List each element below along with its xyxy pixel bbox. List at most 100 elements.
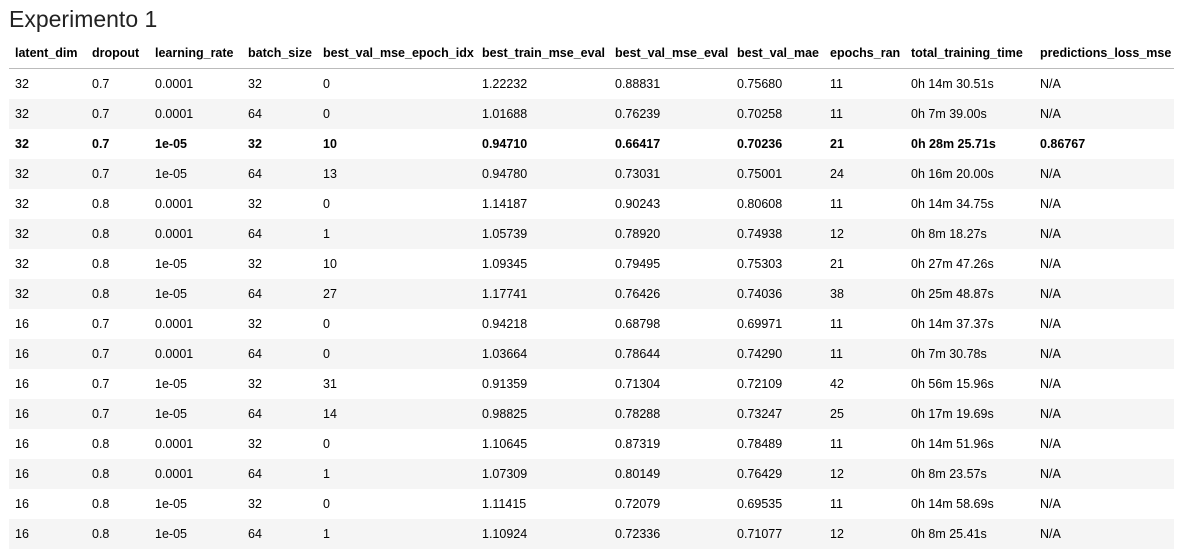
table-cell: 0.7	[86, 399, 149, 429]
table-cell: 0.75303	[731, 249, 824, 279]
table-cell: 0.69535	[731, 489, 824, 519]
table-cell: 16	[9, 339, 86, 369]
table-cell: 32	[242, 129, 317, 159]
column-header: learning_rate	[149, 38, 242, 69]
table-cell: 64	[242, 159, 317, 189]
table-cell: 1e-05	[149, 159, 242, 189]
table-cell: 0.70236	[731, 129, 824, 159]
table-cell: 16	[9, 459, 86, 489]
table-cell: 1.07309	[476, 459, 609, 489]
table-cell: 64	[242, 339, 317, 369]
table-cell: 12	[824, 219, 905, 249]
table-cell: 32	[242, 309, 317, 339]
table-cell: 0.76239	[609, 99, 731, 129]
table-cell: 0.75680	[731, 69, 824, 100]
table-cell: 0h 27m 47.26s	[905, 249, 1034, 279]
table-cell: 0h 8m 23.57s	[905, 459, 1034, 489]
table-cell: 0.7	[86, 69, 149, 100]
table-cell: 32	[9, 279, 86, 309]
table-cell: 0.74290	[731, 339, 824, 369]
table-cell: 0.7	[86, 339, 149, 369]
table-cell: 16	[9, 309, 86, 339]
table-cell: 0.98825	[476, 399, 609, 429]
table-cell: 1.11415	[476, 489, 609, 519]
table-cell: 0.7	[86, 99, 149, 129]
table-cell: 0.0001	[149, 429, 242, 459]
table-cell: N/A	[1034, 69, 1174, 100]
table-cell: 14	[317, 399, 476, 429]
column-header: batch_size	[242, 38, 317, 69]
table-cell: 16	[9, 369, 86, 399]
table-cell: 0.78489	[731, 429, 824, 459]
table-cell: 32	[242, 69, 317, 100]
table-cell: 11	[824, 99, 905, 129]
table-cell: 0.72109	[731, 369, 824, 399]
table-cell: 0.87319	[609, 429, 731, 459]
table-cell: 0.68798	[609, 309, 731, 339]
table-cell: 1e-05	[149, 489, 242, 519]
table-cell: 1.17741	[476, 279, 609, 309]
table-cell: 0	[317, 69, 476, 100]
table-cell: 64	[242, 219, 317, 249]
table-cell: 0.91359	[476, 369, 609, 399]
table-cell: 0.8	[86, 279, 149, 309]
table-cell: 0.8	[86, 429, 149, 459]
table-cell: N/A	[1034, 189, 1174, 219]
table-cell: 27	[317, 279, 476, 309]
table-cell: 16	[9, 489, 86, 519]
table-cell: 0	[317, 99, 476, 129]
table-cell: 38	[824, 279, 905, 309]
table-cell: N/A	[1034, 309, 1174, 339]
table-cell: 0h 16m 20.00s	[905, 159, 1034, 189]
table-cell: 0.94218	[476, 309, 609, 339]
table-cell: 0.7	[86, 309, 149, 339]
table-cell: 11	[824, 429, 905, 459]
table-cell: 1.03664	[476, 339, 609, 369]
table-cell: 0h 14m 37.37s	[905, 309, 1034, 339]
table-cell: N/A	[1034, 459, 1174, 489]
table-cell: 64	[242, 99, 317, 129]
table-cell: 12	[824, 459, 905, 489]
table-cell: N/A	[1034, 339, 1174, 369]
table-cell: 0.0001	[149, 459, 242, 489]
table-cell: 64	[242, 459, 317, 489]
table-cell: 0.7	[86, 159, 149, 189]
table-cell: 11	[824, 69, 905, 100]
table-cell: 0h 14m 58.69s	[905, 489, 1034, 519]
table-cell: 0h 7m 39.00s	[905, 99, 1034, 129]
table-cell: 0.8	[86, 489, 149, 519]
column-header: predictions_loss_mse	[1034, 38, 1174, 69]
table-cell: 0	[317, 489, 476, 519]
table-cell: N/A	[1034, 399, 1174, 429]
table-cell: 0.94780	[476, 159, 609, 189]
table-cell: 0.90243	[609, 189, 731, 219]
table-cell: 0.79495	[609, 249, 731, 279]
table-cell: 0.0001	[149, 219, 242, 249]
column-header: latent_dim	[9, 38, 86, 69]
table-cell: 0.0001	[149, 189, 242, 219]
table-cell: 0.78920	[609, 219, 731, 249]
table-cell: 11	[824, 339, 905, 369]
table-cell: 0.80608	[731, 189, 824, 219]
table-cell: 0h 17m 19.69s	[905, 399, 1034, 429]
table-cell: 0.8	[86, 189, 149, 219]
column-header: total_training_time	[905, 38, 1034, 69]
table-cell: 0.78288	[609, 399, 731, 429]
table-cell: 64	[242, 399, 317, 429]
table-cell: 0.94710	[476, 129, 609, 159]
table-cell: 0.0001	[149, 339, 242, 369]
table-cell: 0.72079	[609, 489, 731, 519]
table-cell: 1.01688	[476, 99, 609, 129]
